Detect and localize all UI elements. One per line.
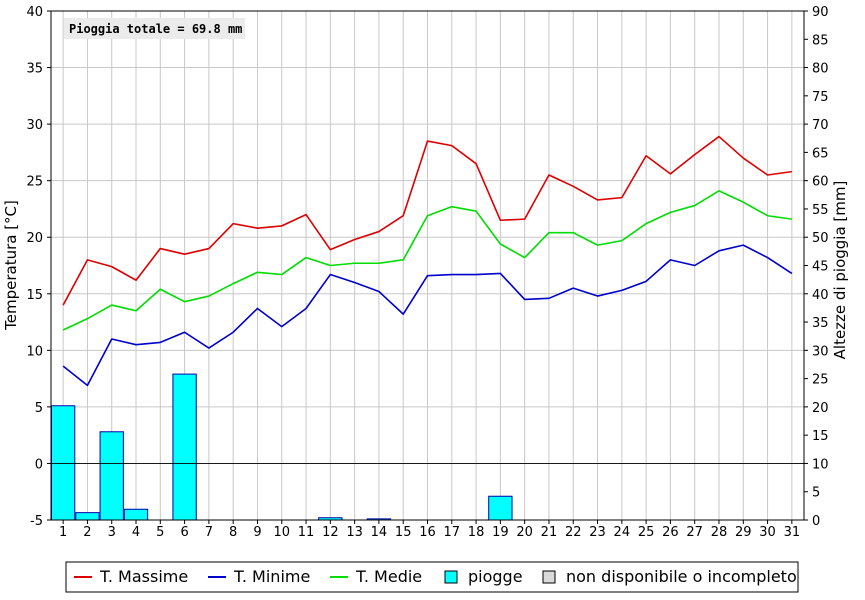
right-tick-label: 45 (812, 260, 829, 275)
legend-swatch-rain (444, 570, 458, 584)
right-tick-label: 50 (812, 231, 829, 246)
right-tick-label: 75 (812, 90, 829, 105)
right-tick-label: 5 (812, 486, 820, 501)
x-tick-label: 11 (298, 525, 315, 540)
left-tick-label: -5 (30, 514, 43, 529)
x-tick-label: 24 (614, 525, 631, 540)
legend-label-max: T. Massime (99, 567, 188, 586)
right-axis-ticks: 0 5 10 15 20 25 30 35 40 45 50 55 60 65 70 75 80 85 90 (804, 5, 829, 529)
legend-label-missing: non disponibile o incompleto (566, 567, 797, 586)
x-tick-label: 22 (565, 525, 582, 540)
right-tick-label: 70 (812, 118, 829, 133)
right-tick-label: 35 (812, 316, 829, 331)
legend-box (65, 561, 799, 593)
right-tick-label: 80 (812, 62, 829, 77)
x-axis-ticks: 1 2 3 4 5 6 7 8 9 10 11 12 13 14 15 16 17 18 19 20 21 22 23 24 2… (59, 520, 800, 540)
x-tick-label: 27 (686, 525, 703, 540)
right-tick-label: 65 (812, 146, 829, 161)
x-tick-label: 14 (371, 525, 388, 540)
x-tick-label: 15 (395, 525, 412, 540)
rain-bar (488, 495, 513, 521)
right-tick-label: 20 (812, 401, 829, 416)
legend-label-min: T. Minime (233, 567, 310, 586)
right-tick-label: 90 (812, 5, 829, 20)
rain-bar (50, 405, 76, 521)
annotation-box (64, 18, 245, 39)
legend: T. Massime T. Minime T. Medie piogge non… (65, 561, 799, 593)
x-tick-label: 31 (784, 525, 801, 540)
left-tick-label: 35 (26, 62, 43, 77)
rain-bar (99, 431, 124, 521)
x-tick-label: 3 (108, 525, 116, 540)
left-tick-label: 5 (35, 401, 43, 416)
x-tick-label: 20 (516, 525, 533, 540)
grid (51, 10, 804, 521)
x-tick-label: 7 (205, 525, 213, 540)
x-tick-label: 18 (468, 525, 485, 540)
x-tick-label: 26 (662, 525, 679, 540)
left-axis-title: Temperatura [°C] (2, 200, 20, 331)
right-axis-title: Altezze di pioggia [mm] (831, 181, 849, 360)
x-tick-label: 12 (322, 525, 339, 540)
rain-bar (75, 512, 100, 521)
min-temp-line (62, 244, 793, 387)
rain-bar (123, 508, 149, 521)
left-tick-label: 0 (35, 457, 43, 472)
x-tick-label: 21 (541, 525, 558, 540)
left-tick-label: 30 (26, 118, 43, 133)
right-tick-label: 0 (812, 514, 820, 529)
right-tick-label: 10 (812, 457, 829, 472)
x-tick-label: 4 (132, 525, 140, 540)
right-tick-label: 40 (812, 288, 829, 303)
x-tick-label: 25 (638, 525, 655, 540)
rain-bar (172, 373, 197, 521)
x-tick-label: 8 (229, 525, 237, 540)
x-tick-label: 10 (273, 525, 290, 540)
x-tick-label: 5 (156, 525, 164, 540)
right-tick-label: 60 (812, 175, 829, 190)
left-tick-label: 25 (26, 175, 43, 190)
right-tick-label: 85 (812, 33, 829, 48)
legend-label-mean: T. Medie (355, 567, 422, 586)
annotation-text: Pioggia totale = 69.8 mm (69, 22, 242, 36)
x-tick-label: 17 (444, 525, 461, 540)
x-tick-label: 23 (589, 525, 606, 540)
x-tick-label: 1 (59, 525, 67, 540)
legend-label-rain: piogge (468, 567, 523, 586)
left-tick-label: 20 (26, 231, 43, 246)
left-tick-label: 10 (26, 344, 43, 359)
temperature-lines (62, 135, 793, 387)
mean-temp-line (62, 190, 792, 331)
rain-total-annotation: Pioggia totale = 69.8 mm (64, 18, 245, 39)
right-tick-label: 15 (812, 429, 829, 444)
legend-swatch-missing (542, 570, 556, 584)
x-tick-label: 6 (180, 525, 188, 540)
x-tick-label: 30 (759, 525, 776, 540)
right-tick-label: 30 (812, 344, 829, 359)
x-tick-label: 16 (419, 525, 436, 540)
max-temp-line (62, 135, 792, 306)
x-tick-label: 29 (735, 525, 752, 540)
left-axis-ticks: -5 0 5 10 15 20 25 30 35 40 (26, 5, 51, 529)
x-tick-label: 9 (253, 525, 261, 540)
left-tick-label: 40 (26, 5, 43, 20)
x-tick-label: 19 (492, 525, 509, 540)
right-tick-label: 25 (812, 373, 829, 388)
x-tick-label: 13 (346, 525, 363, 540)
left-tick-label: 15 (26, 288, 43, 303)
x-tick-label: 28 (711, 525, 728, 540)
x-tick-label: 2 (83, 525, 91, 540)
right-tick-label: 55 (812, 203, 829, 218)
